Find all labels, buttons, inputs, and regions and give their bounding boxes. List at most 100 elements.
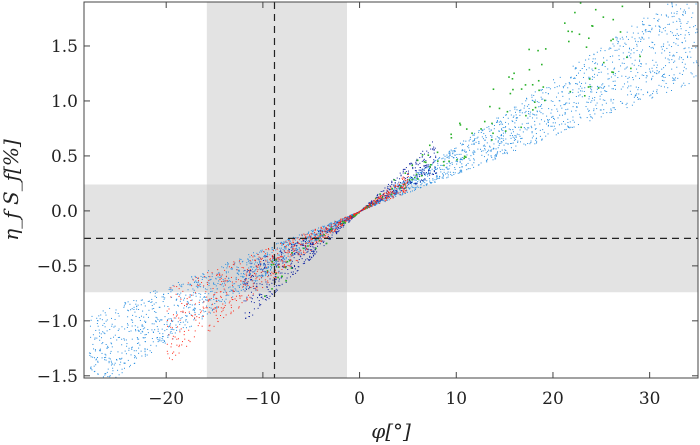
data-point [434,168,436,170]
data-point [306,233,308,235]
data-point [270,267,272,269]
data-point [664,57,666,59]
data-point [340,221,342,223]
data-point [658,84,660,86]
data-point [614,84,616,86]
data-point [459,167,461,169]
data-point [564,123,566,125]
data-point [238,270,240,272]
data-point [322,230,324,232]
data-point [177,321,179,323]
data-point [420,179,422,181]
data-point [108,362,110,364]
data-point [499,138,501,140]
data-point [594,97,596,99]
data-point [663,43,665,45]
data-point [170,326,172,328]
data-point [89,325,91,327]
data-point [334,223,336,225]
data-point [135,300,137,302]
data-point [161,319,163,321]
data-point [321,228,323,230]
data-point [347,219,349,221]
data-point [606,59,608,61]
data-point [376,202,378,204]
data-point [295,237,297,239]
data-point [265,253,267,255]
data-point [253,302,255,304]
data-point [257,289,259,291]
data-point [186,303,188,305]
data-point [433,169,435,171]
data-point [313,237,315,239]
data-point [191,294,193,296]
data-point [305,238,307,240]
data-point [461,166,463,168]
data-point [686,22,688,24]
data-point [659,30,661,32]
data-point [309,252,311,254]
data-point [169,289,171,291]
data-point [111,373,113,375]
data-point [309,240,311,242]
data-point [180,321,182,323]
data-point [399,186,401,188]
data-point [280,277,282,279]
data-point [271,249,273,251]
data-point [647,91,649,93]
data-point [629,47,631,49]
data-point [310,242,312,244]
data-point [596,51,598,53]
data-point [527,127,529,129]
data-point [179,300,181,302]
data-point [565,83,567,85]
data-point [616,49,618,51]
data-point [428,173,430,175]
data-point [363,207,365,209]
data-point [600,87,602,89]
data-point [497,151,499,153]
data-point [307,243,309,245]
data-point [280,255,282,257]
data-point [607,68,609,70]
data-point [593,54,595,56]
data-point [676,13,678,15]
data-point [567,125,569,127]
data-point [155,311,157,313]
data-point [354,212,356,214]
data-point [253,252,255,254]
data-point [204,296,206,298]
data-point [220,307,222,309]
data-point [394,186,396,188]
data-point [297,241,299,243]
data-point [236,272,238,274]
data-point [385,198,387,200]
data-point [681,84,683,86]
data-point [142,325,144,327]
data-point [186,304,188,306]
data-point [288,239,290,241]
data-point [214,303,216,305]
data-point [128,310,130,312]
data-point [140,332,142,334]
data-point [682,70,684,72]
data-point [512,88,514,91]
data-point [411,190,413,192]
data-point [110,342,112,344]
data-point [410,181,412,183]
data-point [200,312,202,314]
data-point [541,89,543,91]
data-point [591,68,593,70]
data-point [595,104,597,106]
data-point [496,153,498,155]
data-point [178,317,180,319]
data-point [179,294,181,296]
data-point [276,248,278,250]
data-point [131,319,133,321]
data-point [467,162,469,164]
data-point [579,94,581,96]
data-point [268,266,270,268]
data-point [213,298,215,300]
data-point [471,143,473,145]
data-point [666,15,668,17]
